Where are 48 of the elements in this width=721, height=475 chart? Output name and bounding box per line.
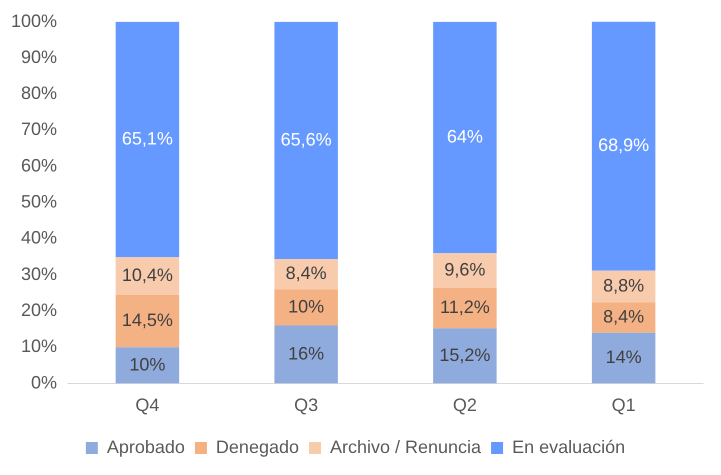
bar [433, 288, 497, 328]
x-tick-label: Q4 [135, 395, 160, 416]
bar [274, 326, 338, 384]
y-tick-label: 60% [21, 155, 58, 176]
y-tick-label: 100% [10, 10, 58, 31]
data-label: 65,1% [122, 128, 173, 148]
legend-label: Aprobado [106, 436, 185, 457]
data-label: 9,6% [444, 260, 486, 280]
y-tick-label: 80% [21, 83, 58, 104]
data-label: 15,2% [439, 344, 490, 365]
y-tick-label: 70% [21, 119, 58, 140]
y-tick-label: 20% [21, 300, 58, 320]
bar [116, 347, 180, 384]
legend-label: Denegado [216, 436, 299, 457]
bar [116, 257, 180, 295]
x-tick-label: Q1 [612, 395, 636, 416]
bar [274, 22, 338, 260]
data-label: 16% [288, 343, 324, 364]
bar [592, 22, 656, 271]
y-tick-label: 10% [21, 336, 58, 356]
bar [592, 332, 656, 384]
data-label: 11,2% [440, 297, 490, 318]
legend-label: Archivo / Renuncia [330, 436, 482, 457]
bar [116, 294, 180, 348]
y-tick-label: 0% [31, 372, 58, 392]
data-label: 68,9% [598, 134, 650, 155]
bar [433, 22, 497, 254]
data-label: 14% [606, 347, 642, 368]
data-label: 65,6% [280, 129, 332, 150]
data-label: 8,4% [286, 263, 327, 284]
data-label: 10% [288, 296, 324, 316]
bar [274, 289, 338, 326]
legend-label: En evaluación [512, 436, 626, 457]
bar [433, 253, 497, 288]
data-label: 10% [129, 354, 166, 374]
data-label: 10,4% [122, 264, 173, 285]
y-tick-label: 40% [21, 228, 58, 248]
y-tick-label: 90% [21, 46, 58, 67]
data-label: 64% [446, 126, 483, 146]
data-label: 14,5% [122, 310, 173, 330]
bar [433, 328, 497, 384]
y-tick-label: 50% [21, 192, 58, 212]
data-label: 8,4% [603, 306, 644, 327]
y-tick-label: 30% [21, 264, 58, 284]
x-tick-label: Q3 [294, 395, 318, 416]
x-tick-label: Q2 [452, 395, 477, 416]
bar [116, 22, 180, 258]
data-label: 8,8% [603, 275, 644, 296]
